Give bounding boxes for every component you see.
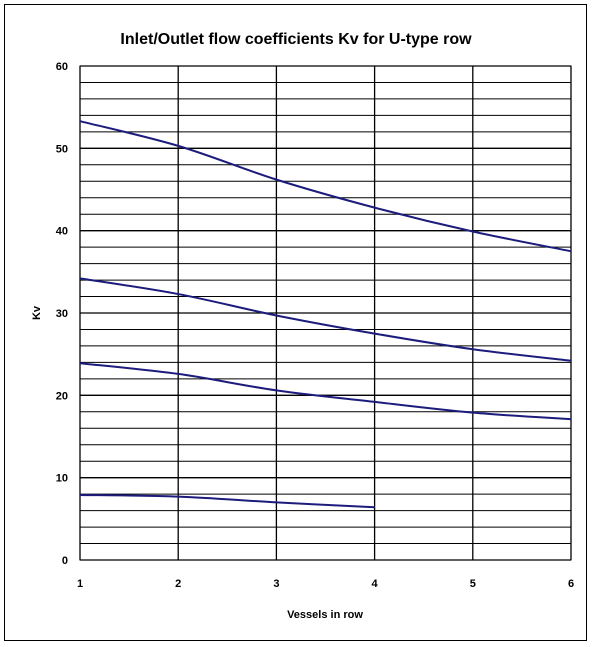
y-tick-label: 60 [56, 61, 68, 73]
y-tick-label: 0 [62, 555, 68, 567]
y-tick-label: 40 [56, 226, 68, 238]
x-tick-label: 5 [470, 578, 476, 590]
y-tick-label: 50 [56, 143, 68, 155]
chart-title: Inlet/Outlet flow coefficients Kv for U-… [120, 31, 472, 48]
x-tick-label: 6 [568, 578, 574, 590]
chart-frame [4, 4, 587, 641]
y-tick-labels: 0 10 20 30 40 50 60 [56, 61, 68, 567]
x-axis-label: Vessels in row [287, 609, 363, 621]
x-tick-label: 2 [175, 578, 181, 590]
series-layer [79, 120, 572, 509]
series-line-2 [79, 277, 572, 362]
x-tick-labels: 1 2 3 4 5 6 [77, 578, 574, 590]
series-line-4 [79, 493, 375, 509]
y-tick-label: 20 [56, 390, 68, 402]
y-tick-label: 10 [56, 473, 68, 485]
series-line-3 [79, 362, 572, 421]
x-tick-label: 1 [77, 578, 83, 590]
y-tick-label: 30 [56, 308, 68, 320]
series-line-1 [79, 120, 572, 253]
y-axis-label: Kv [31, 305, 43, 320]
x-tick-label: 3 [273, 578, 279, 590]
x-tick-label: 4 [372, 578, 379, 590]
plot-area [79, 65, 572, 561]
